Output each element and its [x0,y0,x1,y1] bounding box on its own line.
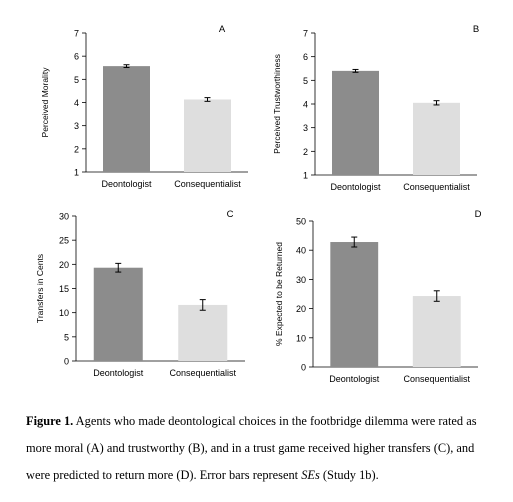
x-tick-label: Consequentialist [403,182,470,192]
figure-panels: 1 2 3 4 5 6 7 Perceived Morality A Deontologist Co… [35,24,482,384]
y-tick-label: 0 [64,357,69,367]
y-tick-label: 1 [74,168,79,178]
y-tick-label: 5 [303,76,308,86]
y-tick-label: 5 [64,332,69,342]
caption-ses: SEs [301,468,320,482]
y-tick-label: 10 [296,333,306,343]
caption-text-1: Agents who made deontological choices in… [26,414,477,482]
y-tick-label: 5 [74,75,79,85]
y-tick-label: 10 [59,308,69,318]
panel-letter: D [475,209,482,220]
chart-panel-d: 0 10 20 30 40 50 % Expected to be Returned D Deo… [274,209,482,384]
y-tick-label: 4 [303,100,308,110]
bar [412,296,461,367]
y-tick-label: 50 [296,217,306,227]
x-tick-label: Deontologist [329,374,380,384]
x-tick-label: Deontologist [93,368,144,378]
bar [332,70,379,175]
y-tick-label: 15 [59,284,69,294]
bar [413,102,460,175]
y-tick-label: 2 [303,147,308,157]
y-tick-label: 2 [74,144,79,154]
panel-letter: A [219,24,226,35]
y-tick-label: 40 [296,246,306,256]
y-tick-label: 0 [301,363,306,373]
y-tick-label: 30 [59,212,69,222]
bar [330,242,379,367]
y-tick-label: 3 [74,121,79,131]
y-axis-label: % Expected to be Returned [274,242,284,346]
bar [178,304,228,361]
y-tick-label: 30 [296,275,306,285]
panel-letter: B [473,24,479,35]
caption-text-2: (Study 1b). [319,468,379,482]
y-tick-label: 3 [303,123,308,133]
x-tick-label: Consequentialist [403,374,470,384]
y-tick-label: 4 [74,98,79,108]
y-tick-label: 7 [303,29,308,39]
chart-panel-a: 1 2 3 4 5 6 7 Perceived Morality A Deontologist Co… [40,24,248,189]
bar [184,99,231,172]
x-tick-label: Consequentialist [174,179,241,189]
bar [93,267,143,361]
x-tick-label: Deontologist [330,182,381,192]
bar [103,66,150,172]
chart-panel-c: 0 5 10 15 20 25 30 Transfers in Cents C Deontolog… [35,209,245,378]
panel-letter: C [227,209,234,220]
y-tick-label: 25 [59,236,69,246]
y-axis-label: Perceived Morality [40,67,50,138]
y-tick-label: 1 [303,171,308,181]
y-tick-label: 20 [296,304,306,314]
y-tick-label: 20 [59,260,69,270]
y-tick-label: 6 [303,52,308,62]
x-tick-label: Deontologist [101,179,152,189]
y-tick-label: 7 [74,29,79,39]
x-tick-label: Consequentialist [169,368,236,378]
caption-figure-label: Figure 1. [26,414,74,428]
chart-panel-b: 1 2 3 4 5 6 7 Perceived Trustworthiness B Deontol… [272,24,479,192]
y-axis-label: Perceived Trustworthiness [272,54,282,154]
figure-caption: Figure 1. Agents who made deontological … [26,408,496,489]
y-tick-label: 6 [74,52,79,62]
y-axis-label: Transfers in Cents [35,254,45,323]
